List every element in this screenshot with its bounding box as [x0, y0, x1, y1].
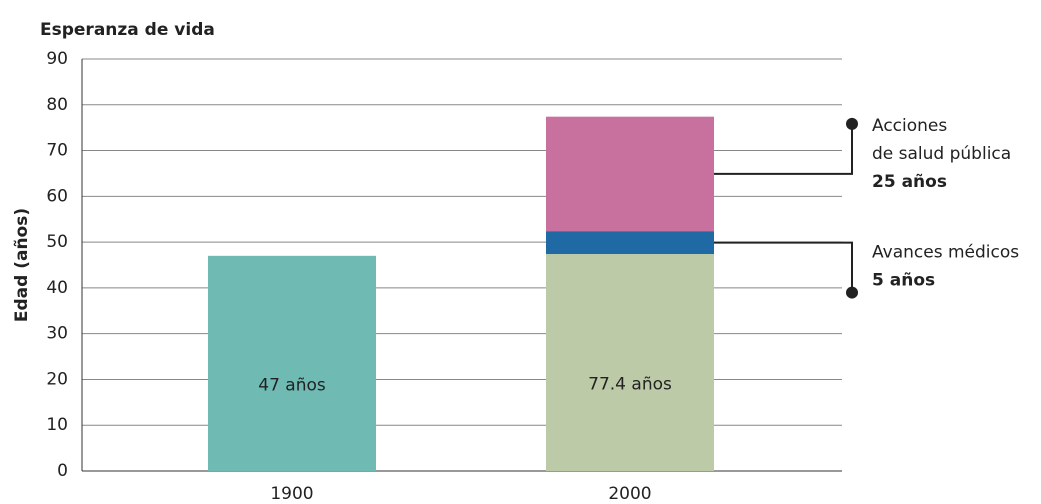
annotation-dot [846, 117, 858, 130]
y-tick-label: 30 [46, 324, 68, 344]
annotation-text: Avances médicos [872, 243, 1019, 263]
y-axis-label: Edad (años) [12, 208, 32, 322]
y-tick-label: 60 [46, 186, 68, 206]
annotation-line [714, 241, 853, 293]
x-tick-label: 1900 [270, 484, 313, 504]
annotation-value: 5 años [872, 271, 935, 291]
annotation-text: de salud pública [872, 144, 1011, 164]
y-tick-label: 20 [46, 369, 68, 389]
y-tick-label: 50 [46, 232, 68, 252]
chart-title: Esperanza de vida [40, 20, 215, 40]
bar-segment [208, 255, 376, 471]
total-label: 77.4 años [588, 375, 672, 395]
annotation-dot [846, 286, 858, 299]
y-tick-label: 0 [57, 461, 68, 481]
bar-segment [546, 231, 714, 255]
y-tick-label: 90 [46, 49, 68, 69]
annotation-value: 25 años [872, 172, 947, 192]
value-label: 47 años [258, 375, 326, 395]
x-tick-label: 2000 [608, 484, 651, 504]
bar-segment [546, 254, 714, 471]
y-tick-label: 80 [46, 95, 68, 115]
bar-segment [546, 116, 714, 232]
y-tick-label: 10 [46, 415, 68, 435]
y-tick-label: 40 [46, 278, 68, 298]
annotation-line [714, 123, 853, 175]
annotation-text: Acciones [872, 116, 947, 136]
y-tick-label: 70 [46, 141, 68, 161]
